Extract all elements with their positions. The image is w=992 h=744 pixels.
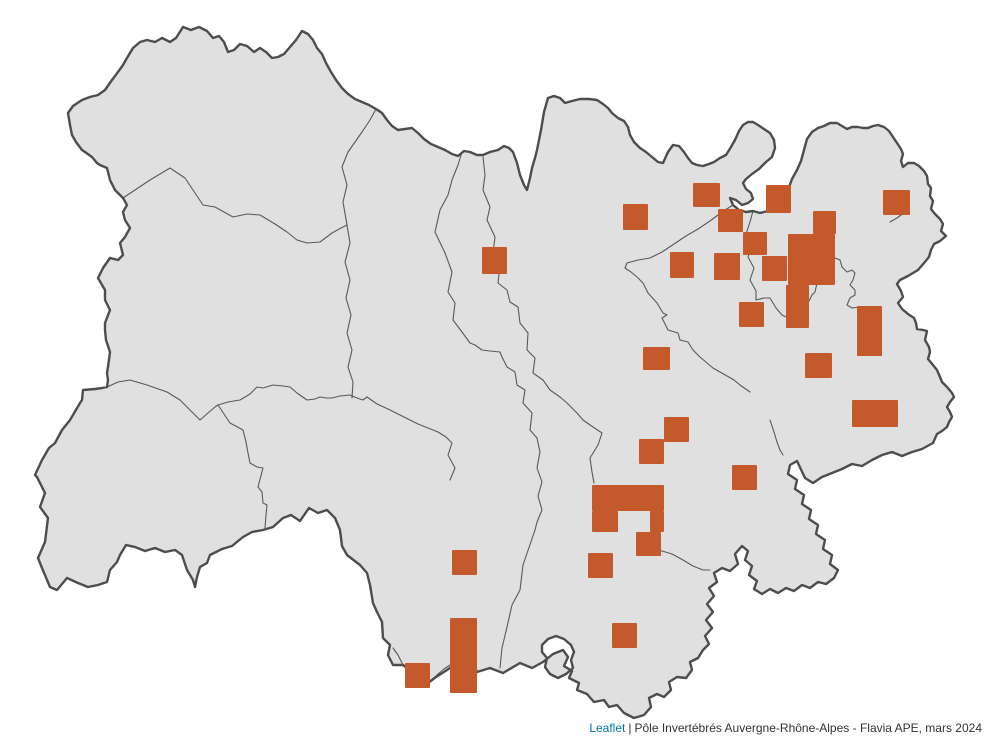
attribution-bar: Leaflet | Pôle Invertébrés Auvergne-Rhône-… [584, 719, 987, 739]
map-region-polygon [33, 25, 956, 720]
observation-marker-16[interactable] [805, 353, 832, 378]
observation-marker-25[interactable] [636, 532, 661, 556]
observation-marker-9[interactable] [714, 253, 740, 280]
observation-marker-14[interactable] [739, 302, 764, 327]
border-ain-savoie [745, 210, 861, 319]
border-loire-west [341, 108, 377, 399]
observation-marker-18[interactable] [852, 400, 898, 427]
observation-marker-17[interactable] [643, 347, 670, 370]
observation-marker-7[interactable] [743, 232, 767, 255]
observation-marker-11[interactable] [813, 211, 836, 234]
border-allier-south [122, 167, 348, 244]
border-isere-drome-east [769, 419, 784, 456]
leaflet-link[interactable]: Leaflet [589, 721, 626, 736]
observation-marker-29[interactable] [450, 618, 477, 693]
border-cantal-east [217, 404, 268, 529]
observation-marker-20[interactable] [639, 439, 664, 464]
border-rhone-river-isere [624, 204, 751, 393]
observation-marker-2[interactable] [623, 204, 648, 230]
observation-marker-21[interactable] [732, 465, 757, 490]
observation-marker-4[interactable] [766, 185, 791, 213]
attribution-text: Pôle Invertébrés Auvergne-Rhône-Alpes - … [634, 721, 982, 736]
border-puydedome-south [106, 379, 368, 421]
observation-marker-10[interactable] [762, 256, 787, 281]
markers-layer[interactable] [405, 183, 910, 693]
observation-marker-19[interactable] [664, 417, 689, 442]
observation-marker-1[interactable] [482, 247, 507, 274]
border-loire-rhone [434, 151, 543, 669]
observation-marker-22[interactable] [592, 485, 664, 511]
observation-marker-28[interactable] [612, 623, 637, 648]
observation-marker-15[interactable] [857, 306, 882, 356]
observation-marker-26[interactable] [588, 553, 613, 578]
observation-marker-3[interactable] [693, 183, 720, 207]
observation-marker-8[interactable] [670, 252, 694, 278]
observation-marker-27[interactable] [452, 550, 477, 575]
observation-marker-23[interactable] [592, 511, 618, 532]
observation-marker-6[interactable] [718, 209, 743, 232]
border-saone-rhone [482, 156, 603, 484]
observation-marker-12[interactable] [788, 234, 835, 285]
observation-marker-24[interactable] [650, 511, 664, 532]
observation-marker-5[interactable] [883, 190, 910, 215]
border-hauteloire-north [366, 396, 456, 481]
attribution-separator: | [628, 721, 632, 736]
observation-marker-13[interactable] [786, 285, 809, 328]
observation-marker-30[interactable] [405, 663, 430, 688]
